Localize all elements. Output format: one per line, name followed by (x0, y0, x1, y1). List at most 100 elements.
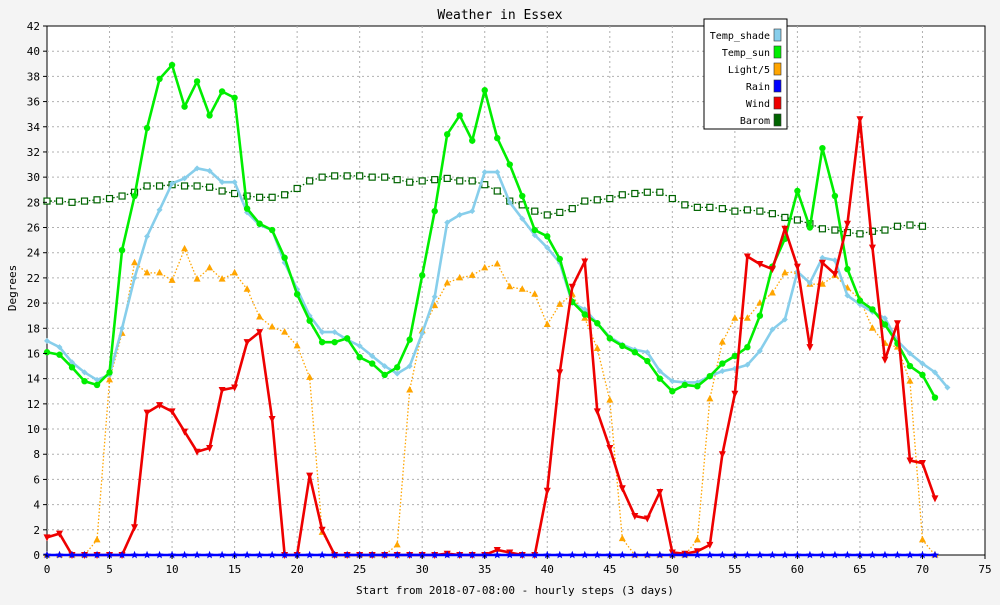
data-point (781, 225, 789, 233)
data-point (43, 349, 51, 356)
data-point (180, 182, 189, 190)
data-point (281, 328, 289, 335)
series-line-wind (46, 119, 937, 557)
data-point (193, 275, 201, 282)
y-tick-label: 38 (27, 70, 40, 83)
data-point (280, 550, 289, 559)
x-tick-label: 0 (44, 563, 51, 576)
data-point (768, 550, 777, 559)
data-point (180, 550, 189, 559)
data-point (756, 261, 764, 269)
data-point (369, 352, 376, 359)
data-point (918, 222, 927, 230)
data-point (131, 192, 138, 200)
data-point (718, 451, 726, 459)
data-point (930, 550, 939, 559)
data-point (469, 208, 476, 215)
data-point (543, 487, 551, 495)
data-point (494, 134, 501, 142)
data-point (668, 550, 677, 559)
data-point (81, 377, 88, 385)
data-point (406, 386, 414, 393)
data-point (819, 144, 826, 152)
data-point (881, 356, 889, 364)
data-point (293, 184, 301, 193)
y-tick-label: 42 (27, 20, 40, 33)
y-tick-label: 0 (33, 549, 40, 562)
data-point (456, 112, 463, 119)
data-point (655, 550, 664, 559)
data-point (230, 550, 239, 559)
data-point (494, 169, 501, 176)
data-point (669, 388, 676, 395)
legend-label: Light/5 (728, 65, 770, 76)
data-point (881, 226, 889, 234)
data-point (243, 285, 251, 292)
data-point (519, 192, 526, 200)
data-point (206, 263, 214, 271)
y-tick-label: 32 (27, 146, 40, 159)
x-tick-label: 20 (291, 563, 304, 576)
legend-label: Wind (746, 99, 770, 110)
data-point (393, 364, 401, 371)
data-point (68, 198, 76, 206)
data-point (431, 207, 438, 215)
data-point (731, 352, 739, 360)
data-point (431, 176, 439, 184)
data-point (118, 550, 127, 559)
data-point (518, 285, 526, 292)
data-point (769, 326, 776, 333)
data-point (231, 268, 239, 276)
data-point (705, 550, 714, 559)
x-tick-label: 10 (165, 563, 178, 576)
data-point (856, 116, 864, 124)
data-point (881, 321, 889, 328)
data-point (268, 323, 276, 330)
axes: 0246810121416182022242628303234363840420… (27, 20, 992, 576)
data-point (656, 188, 664, 196)
x-tick-label: 35 (478, 563, 491, 576)
data-point (306, 177, 314, 185)
data-point (393, 550, 402, 559)
data-point (643, 550, 652, 559)
x-tick-label: 70 (916, 563, 929, 576)
data-point (731, 390, 739, 398)
data-point (806, 344, 814, 352)
data-point (143, 182, 151, 190)
data-point (818, 225, 827, 233)
data-point (693, 535, 701, 543)
data-point (743, 206, 751, 214)
data-point (906, 457, 914, 465)
data-point (506, 161, 513, 168)
data-point (93, 196, 101, 204)
data-point (719, 368, 726, 375)
data-point (531, 226, 538, 234)
data-point (668, 194, 676, 203)
data-point (318, 550, 327, 559)
data-point (43, 534, 51, 542)
data-point (643, 188, 651, 196)
data-point (706, 394, 714, 402)
data-point (630, 550, 639, 559)
data-point (831, 257, 838, 264)
data-point (593, 408, 601, 416)
data-point (606, 396, 614, 403)
data-point (368, 173, 376, 181)
data-point (493, 550, 502, 559)
data-point (430, 550, 439, 559)
data-point (419, 272, 426, 279)
data-point (605, 550, 614, 559)
data-point (105, 550, 114, 559)
data-point (193, 550, 202, 559)
data-point (606, 444, 614, 452)
data-point (731, 207, 739, 215)
y-tick-label: 22 (27, 272, 40, 285)
data-point (218, 187, 226, 195)
data-point (181, 244, 189, 252)
data-point (143, 409, 151, 417)
data-point (206, 112, 213, 119)
y-tick-label: 26 (27, 222, 40, 235)
data-point (744, 361, 751, 368)
y-tick-label: 36 (27, 96, 40, 109)
data-point (156, 268, 164, 276)
